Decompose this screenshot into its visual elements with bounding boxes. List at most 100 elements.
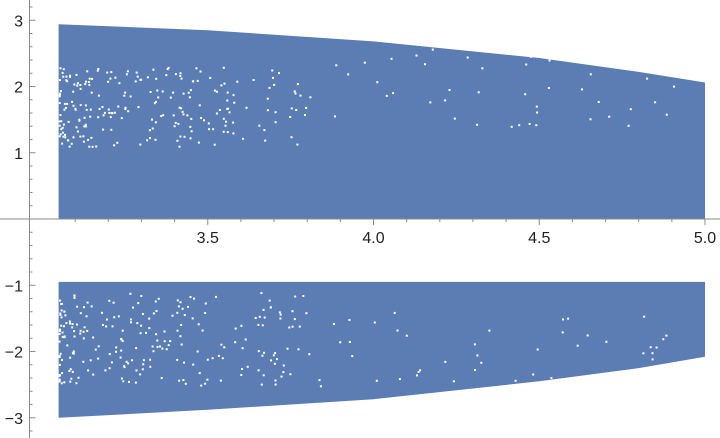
gap-speck <box>288 326 291 329</box>
gap-speck <box>234 327 237 330</box>
gap-speck <box>73 330 76 333</box>
gap-speck <box>241 347 244 350</box>
gap-speck <box>152 312 155 315</box>
gap-speck <box>269 306 272 309</box>
gap-speck <box>177 305 180 308</box>
gap-speck <box>98 108 101 110</box>
gap-speck <box>110 361 113 364</box>
gap-speck <box>176 299 179 302</box>
gap-speck <box>58 95 61 98</box>
gap-speck <box>209 76 212 79</box>
gap-speck <box>124 108 127 111</box>
gap-speck <box>105 318 108 321</box>
region-lower-band <box>58 281 706 418</box>
gap-speck <box>180 343 183 346</box>
gap-speck <box>108 299 111 302</box>
gap-speck <box>85 315 88 318</box>
gap-speck <box>268 86 271 89</box>
gap-speck <box>118 82 121 85</box>
gap-speck <box>676 386 679 389</box>
gap-speck <box>135 369 138 372</box>
gap-speck <box>140 324 143 327</box>
gap-speck <box>107 108 110 111</box>
gap-speck <box>183 361 185 364</box>
gap-speck <box>282 371 285 374</box>
gap-speck <box>188 96 191 99</box>
gap-speck <box>124 91 127 94</box>
gap-speck <box>232 132 235 135</box>
gap-speck <box>58 380 61 383</box>
gap-speck <box>665 113 668 116</box>
gap-speck <box>223 346 226 349</box>
gap-speck <box>91 77 94 80</box>
gap-speck <box>178 106 181 109</box>
gap-speck <box>273 362 276 365</box>
gap-speck <box>240 374 243 376</box>
gap-speck <box>153 102 156 105</box>
gap-speck <box>135 347 138 350</box>
gap-speck <box>132 306 134 309</box>
gap-speck <box>629 108 632 111</box>
gap-speck <box>189 89 192 92</box>
gap-speck <box>76 82 79 85</box>
gap-speck <box>376 81 379 84</box>
y-tick-label: −1 <box>5 278 23 295</box>
gap-speck <box>655 346 658 349</box>
gap-speck <box>291 325 294 328</box>
gap-speck <box>68 370 71 372</box>
gap-speck <box>190 130 193 133</box>
gap-speck <box>258 315 261 318</box>
gap-speck <box>589 73 592 76</box>
gap-speck <box>73 296 76 299</box>
gap-speck <box>88 83 91 86</box>
gap-speck <box>73 83 76 86</box>
gap-speck <box>58 356 61 358</box>
gap-speck <box>197 141 200 144</box>
gap-speck <box>67 120 70 123</box>
gap-speck <box>525 63 528 66</box>
gap-speck <box>305 106 308 109</box>
gap-speck <box>280 375 283 378</box>
gap-speck <box>97 67 100 70</box>
gap-speck <box>63 325 65 328</box>
gap-speck <box>79 84 82 86</box>
gap-speck <box>186 114 189 117</box>
gap-speck <box>58 135 61 138</box>
gap-speck <box>268 299 271 302</box>
gap-speck <box>398 378 401 381</box>
gap-speck <box>63 310 66 313</box>
gap-speck <box>254 317 257 319</box>
gap-speck <box>532 388 535 391</box>
gap-speck <box>192 80 195 83</box>
gap-speck <box>351 355 354 358</box>
gap-speck <box>473 343 476 346</box>
gap-speck <box>156 345 159 348</box>
gap-speck <box>198 372 201 375</box>
gap-speck <box>305 312 308 315</box>
gap-speck <box>73 335 76 338</box>
gap-speck <box>169 96 172 99</box>
gap-speck <box>179 335 182 338</box>
gap-speck <box>62 131 64 134</box>
gap-speck <box>146 139 149 142</box>
gap-speck <box>60 120 63 123</box>
gap-speck <box>154 121 157 124</box>
gap-speck <box>260 383 263 386</box>
gap-speck <box>88 77 91 80</box>
gap-speck <box>95 145 98 148</box>
gap-speck <box>179 301 182 304</box>
gap-speck <box>63 381 66 384</box>
gap-speck <box>488 329 491 332</box>
gap-speck <box>223 82 226 85</box>
gap-speck <box>59 312 62 315</box>
gap-speck <box>302 295 305 297</box>
x-tick-label: 5.0 <box>694 230 716 247</box>
gap-speck <box>71 100 74 103</box>
gap-speck <box>151 345 154 348</box>
gap-speck <box>477 91 480 94</box>
gap-speck <box>72 90 75 93</box>
gap-speck <box>295 109 298 111</box>
gap-speck <box>92 373 95 376</box>
gap-speck <box>58 102 61 105</box>
gap-speck <box>241 368 243 370</box>
